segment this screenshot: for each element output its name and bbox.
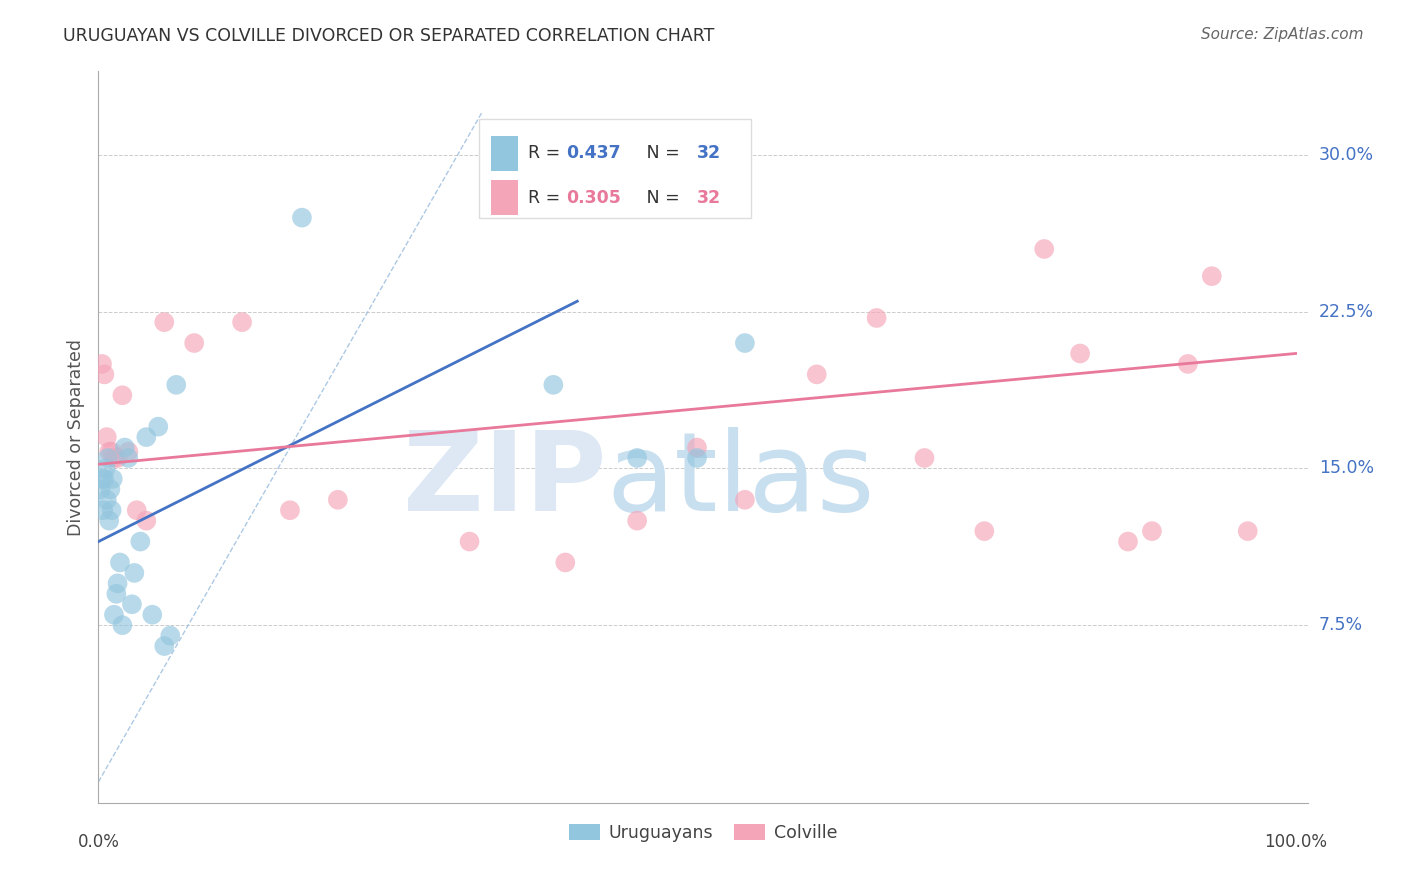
Point [165,377,187,392]
Text: N =: N = [630,145,686,162]
Point [159,629,181,643]
Point [103,450,125,465]
Point [734,336,756,351]
Point [98,444,121,458]
Point [107,450,129,465]
Point [626,450,648,465]
Point [1033,242,1056,256]
Point [141,607,163,622]
Point [1236,524,1258,538]
Point [148,419,170,434]
Text: 32: 32 [697,189,721,207]
Point [100,483,122,497]
Point [1177,357,1199,371]
Point [91,357,114,371]
Point [1201,269,1223,284]
Point [153,315,176,329]
Point [91,503,114,517]
Point [1116,534,1139,549]
Point [734,492,756,507]
Point [153,639,176,653]
Point [806,368,828,382]
Point [96,430,118,444]
Point [111,388,134,402]
Text: N =: N = [630,189,686,207]
Point [135,430,157,444]
Point [114,441,136,455]
Point [108,556,131,570]
Point [94,461,117,475]
Point [96,492,118,507]
Point [865,310,887,325]
Y-axis label: Divorced or Separated: Divorced or Separated [67,339,86,535]
Point [90,483,112,497]
Text: ZIP: ZIP [404,427,606,534]
Point [101,472,124,486]
Point [125,503,148,517]
Point [100,444,122,458]
Point [117,444,139,458]
Point [183,336,205,351]
Point [111,618,134,632]
Point [626,514,648,528]
Point [914,450,936,465]
Text: Source: ZipAtlas.com: Source: ZipAtlas.com [1201,27,1364,42]
Point [107,576,129,591]
Point [121,597,143,611]
Point [326,492,349,507]
Point [554,556,576,570]
Point [97,450,120,465]
Point [458,534,481,549]
Point [1069,346,1091,360]
Text: 15.0%: 15.0% [1319,459,1374,477]
Text: R =: R = [527,145,565,162]
Legend: Uruguayans, Colville: Uruguayans, Colville [561,817,845,849]
Point [98,514,121,528]
Point [124,566,146,580]
Text: 30.0%: 30.0% [1319,146,1374,164]
Bar [492,136,517,171]
Point [103,607,125,622]
Text: atlas: atlas [606,427,875,534]
Point [1140,524,1163,538]
FancyBboxPatch shape [479,119,751,218]
Text: 100.0%: 100.0% [1264,833,1327,851]
Point [973,524,995,538]
Point [686,450,709,465]
Text: 0.437: 0.437 [567,145,621,162]
Point [93,472,115,486]
Text: 32: 32 [697,145,721,162]
Point [543,377,565,392]
Point [686,441,709,455]
Point [93,368,115,382]
Text: 0.0%: 0.0% [77,833,120,851]
Point [278,503,301,517]
Text: 22.5%: 22.5% [1319,302,1374,321]
Point [117,450,139,465]
Text: R =: R = [527,189,565,207]
Point [135,514,157,528]
Text: 7.5%: 7.5% [1319,616,1362,634]
Text: 0.305: 0.305 [567,189,621,207]
Point [231,315,253,329]
Point [100,503,122,517]
Bar [492,180,517,216]
Text: URUGUAYAN VS COLVILLE DIVORCED OR SEPARATED CORRELATION CHART: URUGUAYAN VS COLVILLE DIVORCED OR SEPARA… [63,27,714,45]
Point [105,587,128,601]
Point [129,534,152,549]
Point [291,211,314,225]
Point [91,472,114,486]
